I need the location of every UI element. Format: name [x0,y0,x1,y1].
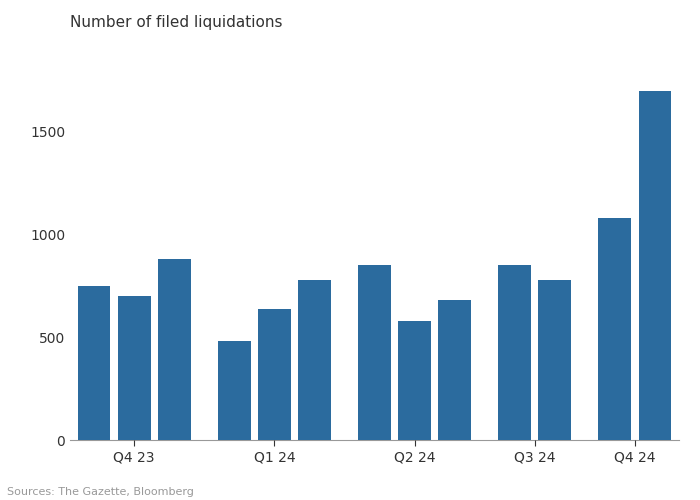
Bar [258,308,290,440]
Bar [298,280,331,440]
Bar [218,342,251,440]
Bar [498,266,531,440]
Bar [118,296,150,440]
Bar [158,259,190,440]
Text: Number of filed liquidations: Number of filed liquidations [70,14,283,30]
Bar [78,286,111,440]
Bar [438,300,471,440]
Bar [398,321,431,440]
Text: Sources: The Gazette, Bloomberg: Sources: The Gazette, Bloomberg [7,487,194,497]
Bar [538,280,571,440]
Bar [358,266,391,440]
Bar [598,218,631,440]
Bar [638,91,671,440]
